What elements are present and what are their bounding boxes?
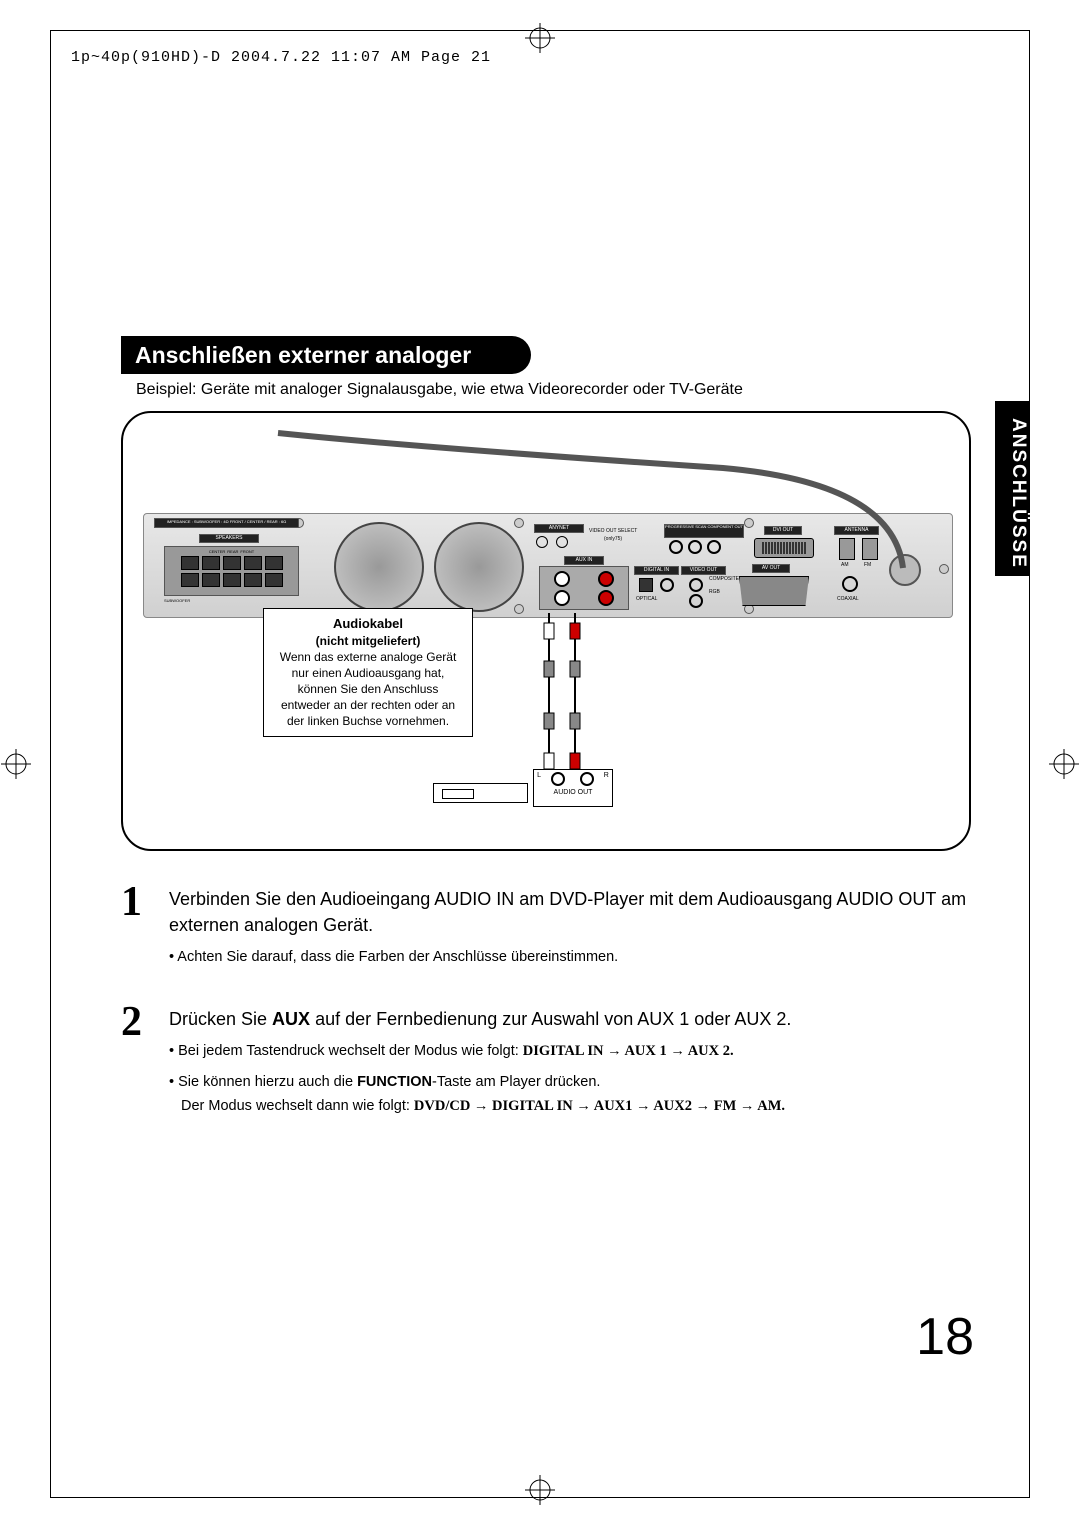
side-tab: ANSCHLÜSSE bbox=[995, 401, 1029, 576]
cable-note-title: Audiokabel bbox=[272, 615, 464, 633]
audio-out-box: L R AUDIO OUT bbox=[533, 769, 613, 807]
section-subtitle: Beispiel: Geräte mit analoger Signalausg… bbox=[136, 381, 743, 399]
step-2-body: Drücken Sie AUX auf der Fernbedienung zu… bbox=[169, 1006, 971, 1032]
label-impedance: IMPEDANCE : SUBWOOFER : 4Ω FRONT / CENTE… bbox=[154, 518, 299, 528]
external-device bbox=[433, 783, 528, 803]
section-title: Anschließen externer analoger Geräte bbox=[121, 336, 531, 374]
crop-mark-left bbox=[1, 749, 31, 779]
step-1-body: Verbinden Sie den Audioeingang AUDIO IN … bbox=[169, 886, 971, 938]
cable-note-subtitle: (nicht mitgeliefert) bbox=[272, 633, 464, 649]
crop-mark-right bbox=[1049, 749, 1079, 779]
step-1: 1 Verbinden Sie den Audioeingang AUDIO I… bbox=[121, 886, 971, 969]
label-aux-in: AUX IN bbox=[564, 556, 604, 565]
step-2-number: 2 bbox=[121, 998, 142, 1046]
label-anynet: ANYNET bbox=[534, 524, 584, 533]
crop-mark-bottom bbox=[525, 1475, 555, 1505]
label-speakers: SPEAKERS bbox=[199, 534, 259, 543]
step-2: 2 Drücken Sie AUX auf der Fernbedienung … bbox=[121, 1006, 971, 1118]
player-rear-panel: IMPEDANCE : SUBWOOFER : 4Ω FRONT / CENTE… bbox=[143, 513, 953, 618]
cable-note-body: Wenn das externe analoge Gerät nur einen… bbox=[272, 649, 464, 730]
print-header: 1p~40p(910HD)-D 2004.7.22 11:07 AM Page … bbox=[71, 49, 491, 66]
crop-mark-top bbox=[525, 23, 555, 53]
page-number: 18 bbox=[916, 1307, 974, 1367]
cable-note: Audiokabel (nicht mitgeliefert) Wenn das… bbox=[263, 608, 473, 737]
step-2-bullet-1: • Sie können hierzu auch die FUNCTION-Ta… bbox=[169, 1071, 971, 1093]
step-1-number: 1 bbox=[121, 878, 142, 926]
step-1-bullet-0: • Achten Sie darauf, dass die Farben der… bbox=[169, 946, 971, 968]
step-2-bullet-0: • Bei jedem Tastendruck wechselt der Mod… bbox=[169, 1040, 971, 1062]
connection-diagram: IMPEDANCE : SUBWOOFER : 4Ω FRONT / CENTE… bbox=[121, 411, 971, 851]
step-2-bullet-2: Der Modus wechselt dann wie folgt: DVD/C… bbox=[181, 1095, 971, 1117]
page-frame: 1p~40p(910HD)-D 2004.7.22 11:07 AM Page … bbox=[50, 30, 1030, 1498]
